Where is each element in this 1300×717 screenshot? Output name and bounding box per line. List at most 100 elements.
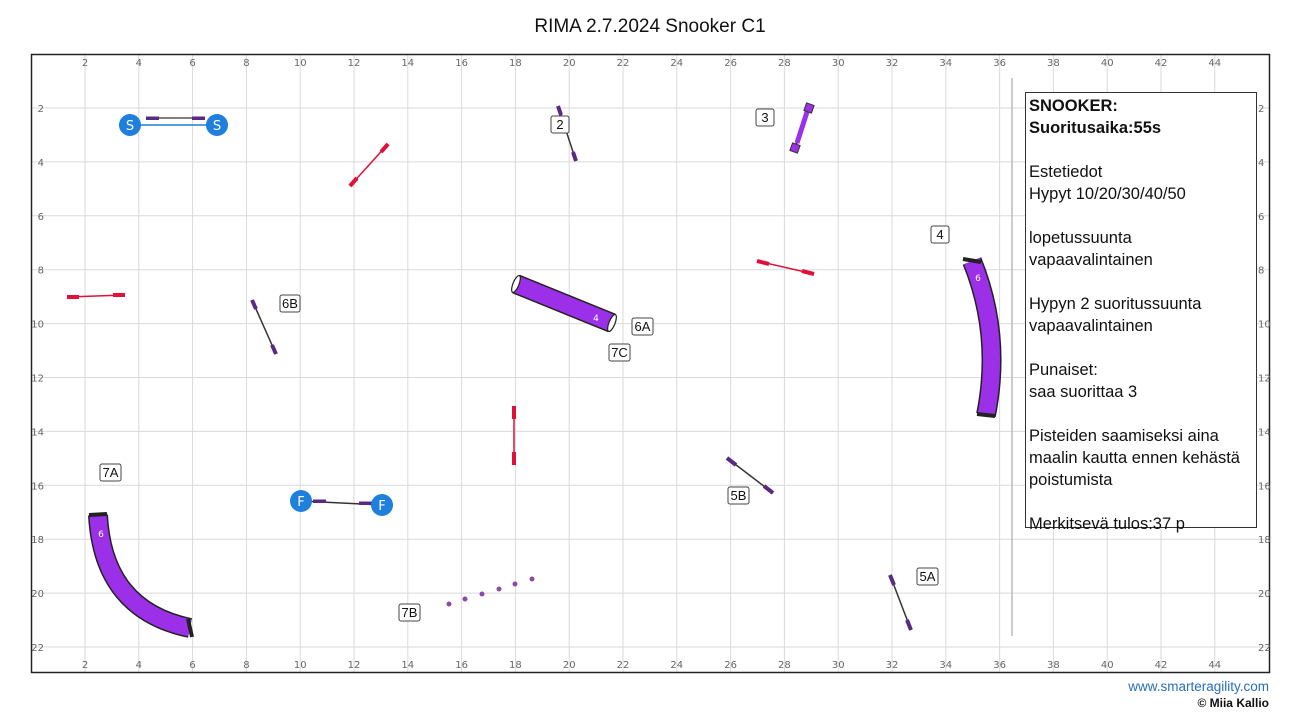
y-tick-label-right: 16: [1258, 481, 1271, 492]
y-tick-label-left: 4: [38, 158, 44, 169]
label-6A: 6A: [631, 317, 654, 336]
tunnel-curve-left: 6: [88, 512, 194, 638]
tunnel-straight: 4: [511, 274, 617, 333]
y-tick-label-right: 4: [1258, 158, 1264, 169]
y-tick-label-left: 20: [31, 589, 44, 600]
red-jump-top: [348, 142, 390, 188]
x-tick-label-top: 12: [348, 58, 361, 69]
x-tick-label-bottom: 42: [1155, 660, 1168, 671]
x-tick-label-bottom: 24: [670, 660, 683, 671]
y-tick-label-right: 8: [1258, 266, 1264, 277]
jump-5A: [888, 574, 913, 631]
y-tick-label-right: 18: [1258, 535, 1271, 546]
label-5B: 5B: [727, 486, 750, 505]
x-tick-label-top: 38: [1047, 58, 1060, 69]
finish-marker-right-label: F: [378, 499, 385, 514]
start-marker-left: [119, 114, 141, 136]
red-jump-right: [756, 259, 815, 276]
x-tick-label-top: 24: [670, 58, 683, 69]
info-heading: SNOOKER:: [1029, 97, 1118, 115]
x-tick-label-top: 18: [509, 58, 522, 69]
tunnel-curve-right: 6: [962, 257, 1002, 418]
info-line: vapaavalintainen: [1029, 251, 1153, 269]
x-tick-label-top: 40: [1101, 58, 1114, 69]
label-4: 4: [930, 225, 950, 244]
x-tick-label-top: 30: [832, 58, 845, 69]
jump-6B: [250, 299, 278, 355]
finish-marker-right: [371, 494, 393, 516]
red-jump-left: [66, 293, 126, 299]
svg-text:5A: 5A: [920, 569, 936, 584]
weave-poles: [446, 576, 535, 607]
y-tick-label-right: 6: [1258, 212, 1264, 223]
start-marker-right: [206, 114, 228, 136]
finish-line: F F: [290, 490, 393, 516]
x-tick-label-bottom: 32: [886, 660, 899, 671]
label-6B: 6B: [279, 294, 301, 313]
svg-text:4: 4: [936, 227, 943, 242]
jump-5B: [725, 456, 775, 495]
label-7C: 7C: [608, 343, 631, 362]
x-tick-label-bottom: 4: [136, 660, 142, 671]
svg-text:7B: 7B: [402, 605, 418, 620]
y-tick-label-right: 12: [1258, 374, 1271, 385]
x-tick-label-bottom: 14: [401, 660, 414, 671]
y-tick-label-left: 12: [31, 374, 44, 385]
y-tick-label-left: 6: [38, 212, 44, 223]
y-tick-label-left: 22: [31, 643, 44, 654]
x-tick-label-top: 32: [886, 58, 899, 69]
x-tick-label-top: 16: [455, 58, 468, 69]
website-link[interactable]: www.smarteragility.com: [1128, 679, 1269, 694]
x-tick-label-top: 20: [563, 58, 576, 69]
info-line: saa suorittaa 3: [1029, 383, 1138, 401]
info-line: Hypyt 10/20/30/40/50: [1029, 185, 1186, 203]
label-7A: 7A: [99, 463, 122, 482]
x-tick-label-top: 4: [136, 58, 142, 69]
x-tick-label-top: 26: [724, 58, 737, 69]
x-tick-label-top: 6: [189, 58, 195, 69]
tunnel-straight-number: 4: [593, 314, 599, 324]
x-tick-label-bottom: 16: [455, 660, 468, 671]
x-tick-label-bottom: 28: [778, 660, 791, 671]
copyright: © Miia Kallio: [1197, 696, 1269, 710]
y-tick-label-left: 14: [31, 427, 44, 438]
info-line: Punaiset:: [1029, 361, 1098, 379]
y-tick-label-left: 2: [38, 104, 44, 115]
x-tick-label-top: 8: [243, 58, 249, 69]
info-time: Suoritusaika:55s: [1029, 119, 1162, 137]
label-2: 2: [550, 115, 570, 134]
start-line: S S: [119, 114, 228, 136]
label-5A: 5A: [916, 567, 939, 586]
x-tick-label-top: 42: [1155, 58, 1168, 69]
x-tick-label-top: 34: [939, 58, 952, 69]
svg-text:6B: 6B: [282, 296, 298, 311]
x-tick-label-bottom: 26: [724, 660, 737, 671]
axis-ticks: 2244668810101212141416161818202022222424…: [31, 58, 1270, 671]
x-tick-label-top: 44: [1208, 58, 1221, 69]
y-tick-label-right: 22: [1258, 643, 1271, 654]
svg-text:6A: 6A: [635, 319, 651, 334]
info-line: lopetussuunta: [1029, 229, 1132, 247]
y-tick-label-left: 10: [31, 320, 44, 331]
label-3: 3: [755, 108, 775, 127]
x-tick-label-top: 14: [401, 58, 414, 69]
start-marker-right-label: S: [213, 119, 221, 134]
x-tick-label-top: 36: [993, 58, 1006, 69]
y-tick-label-right: 20: [1258, 589, 1271, 600]
x-tick-label-bottom: 34: [939, 660, 952, 671]
x-tick-label-bottom: 2: [82, 660, 88, 671]
y-tick-label-right: 14: [1258, 427, 1271, 438]
x-tick-label-bottom: 30: [832, 660, 845, 671]
svg-text:3: 3: [761, 110, 768, 125]
svg-text:7A: 7A: [103, 465, 119, 480]
info-result: Merkitsevä tulos:37 p: [1029, 515, 1185, 533]
svg-text:2: 2: [556, 117, 563, 132]
tire-3: [789, 102, 815, 154]
y-tick-label-left: 16: [31, 481, 44, 492]
info-line: Estetiedot: [1029, 163, 1103, 181]
info-line: poistumista: [1029, 471, 1113, 489]
info-line: Pisteiden saamiseksi aina: [1029, 427, 1219, 445]
x-tick-label-top: 10: [294, 58, 307, 69]
info-line: vapaavalintainen: [1029, 317, 1153, 335]
x-tick-label-top: 2: [82, 58, 88, 69]
